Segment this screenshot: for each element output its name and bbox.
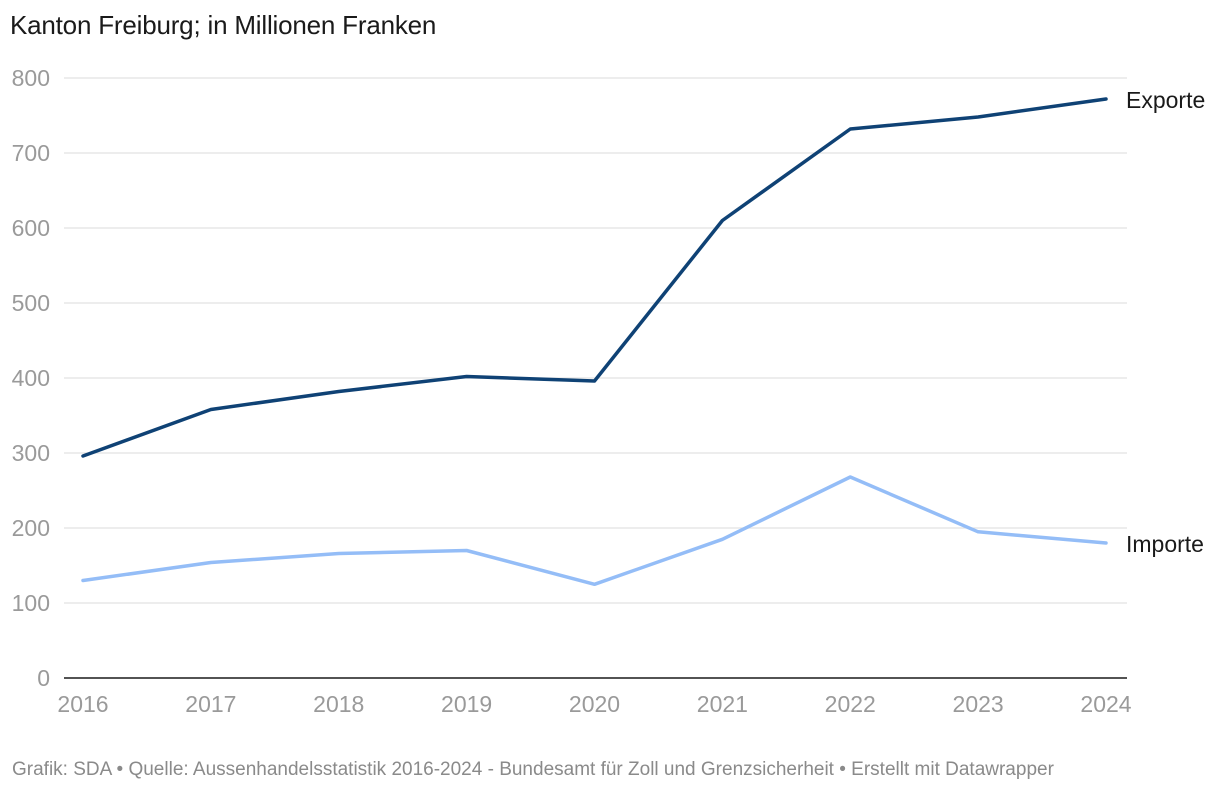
y-tick-label: 800: [12, 65, 50, 91]
x-tick-label: 2023: [953, 691, 1004, 717]
series-lines: [81, 97, 1108, 587]
x-tick-label: 2017: [185, 691, 236, 717]
y-tick-label: 700: [12, 140, 50, 166]
y-tick-label: 500: [12, 290, 50, 316]
chart-title: Kanton Freiburg; in Millionen Franken: [10, 10, 437, 40]
y-axis-labels: 0 100 200 300 400 500 600 700 800: [12, 65, 50, 691]
x-tick-label: 2018: [313, 691, 364, 717]
series-line-importe: [81, 475, 1108, 587]
x-tick-label: 2016: [57, 691, 108, 717]
x-axis-labels: 2016 2017 2018 2019 2020 2021 2022 2023 2024: [57, 691, 1131, 717]
series-line-exporte: [81, 97, 1108, 458]
source-footer: Grafik: SDA • Quelle: Aussenhandelsstati…: [12, 759, 1054, 780]
series-label-exporte: Exporte: [1126, 87, 1205, 113]
y-tick-label: 0: [37, 665, 50, 691]
series-labels: Exporte Importe: [1126, 87, 1205, 557]
y-tick-label: 600: [12, 215, 50, 241]
series-label-importe: Importe: [1126, 531, 1204, 557]
x-tick-label: 2020: [569, 691, 620, 717]
y-tick-label: 100: [12, 590, 50, 616]
x-tick-label: 2022: [825, 691, 876, 717]
x-tick-label: 2019: [441, 691, 492, 717]
y-tick-label: 200: [12, 515, 50, 541]
y-tick-label: 300: [12, 440, 50, 466]
x-tick-label: 2021: [697, 691, 748, 717]
grid-lines: [64, 77, 1127, 679]
x-tick-label: 2024: [1080, 691, 1131, 717]
y-tick-label: 400: [12, 365, 50, 391]
